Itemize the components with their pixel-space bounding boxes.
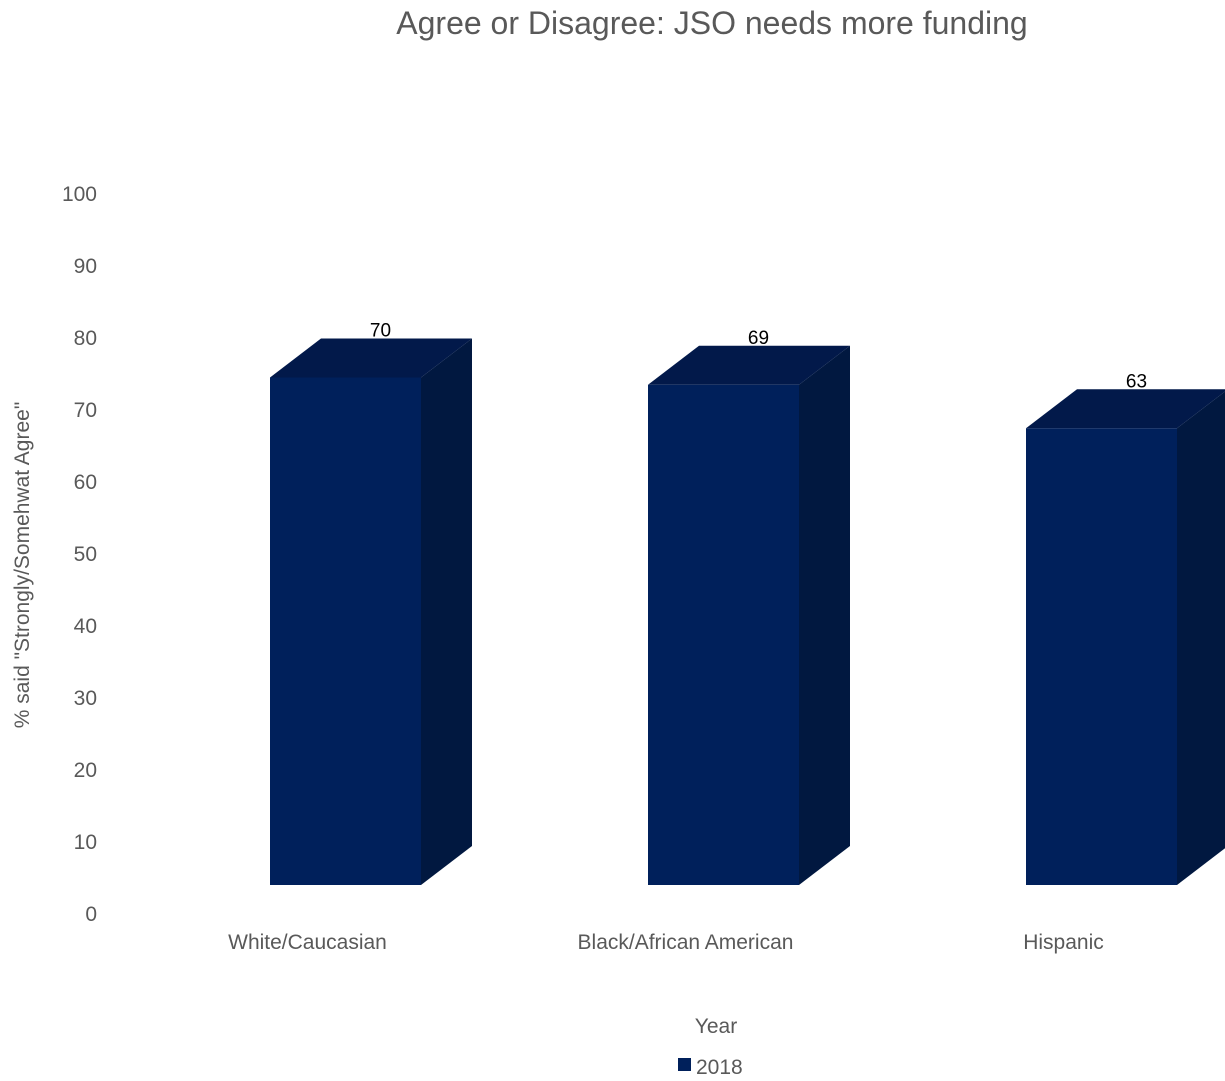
legend-swatch — [678, 1058, 691, 1071]
y-axis-label: % said "Strongly/Somehwat Agree" — [11, 402, 34, 729]
chart-title: Agree or Disagree: JSO needs more fundin… — [396, 5, 1027, 41]
bar-side-face — [1177, 391, 1225, 885]
y-tick-label: 40 — [74, 615, 97, 638]
bar-1 — [648, 345, 850, 885]
bar-front-face — [648, 384, 799, 885]
bar-2 — [1026, 389, 1225, 885]
y-tick-label: 50 — [74, 543, 97, 566]
legend-label: 2018 — [696, 1056, 743, 1079]
y-axis-ticks: 0 10 20 30 40 50 60 70 80 90 100 — [62, 183, 97, 926]
y-tick-label: 60 — [74, 471, 97, 494]
x-tick-label: White/Caucasian — [228, 931, 387, 954]
data-label: 69 — [748, 328, 769, 349]
y-tick-label: 70 — [74, 399, 97, 422]
bar-front-face — [270, 377, 421, 885]
y-tick-label: 30 — [74, 687, 97, 710]
bar-top-face — [270, 338, 472, 378]
bar-top-face — [648, 345, 850, 385]
x-axis-label: Year — [695, 1015, 737, 1038]
x-tick-label: Black/African American — [578, 931, 794, 954]
y-tick-label: 0 — [85, 903, 97, 926]
y-tick-label: 100 — [62, 183, 97, 206]
bar-side-face — [421, 338, 472, 885]
bar-0 — [270, 338, 472, 885]
y-tick-label: 80 — [74, 327, 97, 350]
bars-group: 70 69 63 — [270, 321, 1225, 885]
bar-top-face — [1026, 389, 1225, 429]
data-label: 63 — [1126, 371, 1147, 392]
y-tick-label: 20 — [74, 759, 97, 782]
y-tick-label: 10 — [74, 831, 97, 854]
x-axis-labels: White/Caucasian Black/African American His… — [228, 931, 1104, 954]
y-tick-label: 90 — [74, 255, 97, 278]
legend: 2018 — [678, 1056, 743, 1079]
data-label: 70 — [370, 321, 391, 342]
x-tick-label: Hispanic — [1023, 931, 1104, 954]
bar-front-face — [1026, 428, 1177, 885]
bar-side-face — [799, 345, 850, 885]
